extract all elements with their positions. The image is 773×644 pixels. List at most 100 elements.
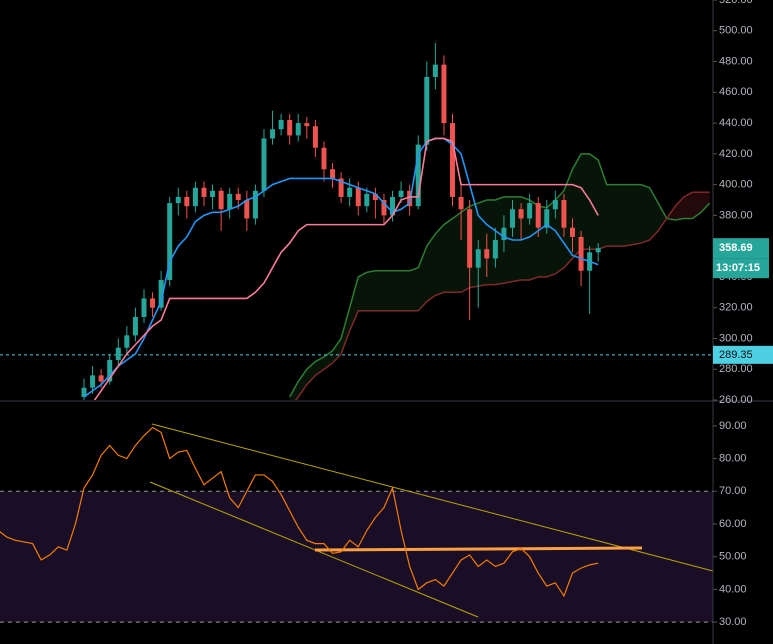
cloud-fill [323, 350, 333, 370]
candle-body [492, 240, 498, 259]
candle-body [201, 187, 207, 197]
y-tick-label: 400.00 [719, 179, 753, 191]
rsi-line [0, 426, 599, 598]
countdown-label: 13:07:15 [716, 262, 760, 274]
candle-body [561, 200, 567, 228]
candle-body [287, 120, 293, 136]
base-line [93, 137, 599, 400]
candle-body [107, 360, 113, 382]
y-tick-label: 420.00 [719, 148, 753, 160]
cloud-fill [366, 270, 376, 311]
cloud-fill [581, 153, 590, 250]
candle-body [415, 144, 421, 207]
y-tick-label: 520.00 [719, 0, 753, 6]
y-tick-label: 80.00 [719, 452, 747, 464]
cloud-fill [615, 184, 624, 247]
cloud-fill [418, 246, 427, 311]
y-tick-label: 480.00 [719, 55, 753, 67]
candle-body [432, 64, 438, 77]
candle-body [501, 227, 507, 240]
y-tick-label: 50.00 [719, 551, 747, 563]
candle-body [398, 190, 404, 197]
cloud-fill [623, 184, 633, 247]
y-tick-label: 380.00 [719, 209, 753, 221]
candle-body [330, 169, 336, 179]
cloud-fill [332, 338, 342, 364]
last-price-label: 358.69 [719, 242, 753, 254]
candle-body [210, 190, 216, 197]
candle-body [527, 203, 533, 219]
cloud-fill [563, 169, 573, 268]
y-tick-label: 40.00 [719, 583, 747, 595]
candle-body [544, 209, 550, 228]
cloud-fill [606, 184, 616, 247]
cloud-fill [486, 200, 496, 285]
price-axis: 260.00280.00300.00320.00340.00360.00380.… [713, 0, 773, 628]
y-tick-label: 30.00 [719, 616, 747, 628]
candle-body [90, 375, 96, 388]
y-tick-label: 260.00 [719, 394, 753, 406]
candle-body [184, 196, 190, 207]
cloud-fill [495, 196, 504, 285]
candle-body [175, 196, 181, 204]
cloud-fill [598, 160, 607, 250]
rsi-pane [0, 423, 713, 623]
cloud-fill [392, 270, 402, 311]
candle-body [81, 387, 87, 397]
candle-body [312, 126, 318, 148]
cloud-fill [589, 153, 599, 250]
candle-body [338, 178, 344, 197]
cloud-fill [409, 267, 419, 311]
candle-body [235, 193, 241, 200]
price-pane [0, 43, 713, 400]
candle-body [595, 248, 601, 253]
y-tick-label: 280.00 [719, 363, 753, 375]
candle-body [192, 187, 198, 207]
cloud-fill [341, 307, 350, 354]
candle-body [244, 200, 250, 219]
cloud-fill [358, 272, 367, 311]
y-tick-label: 500.00 [719, 25, 753, 37]
candle-body [218, 190, 224, 210]
leading-span-a [289, 153, 711, 398]
cloud-fill [641, 184, 650, 244]
candle-body [475, 249, 481, 268]
candle-body [518, 209, 524, 219]
cloud-fill [478, 200, 487, 287]
cloud-fill [383, 270, 393, 311]
candle-body [552, 200, 558, 210]
candle-body [278, 120, 284, 130]
last-price-box [713, 238, 769, 259]
candle-body [347, 187, 353, 197]
candle-body [390, 196, 396, 216]
candle-body [252, 190, 258, 219]
candle-body [569, 227, 575, 237]
candle-body [450, 123, 456, 197]
cloud-fill [692, 192, 702, 219]
support-line [314, 546, 643, 552]
candle-body [355, 187, 361, 207]
cloud-fill [375, 270, 384, 311]
cloud-fill [306, 361, 316, 385]
candle-body [424, 76, 430, 145]
cloud-fill [701, 192, 710, 213]
cloud-fill [349, 276, 359, 331]
candle-body [98, 375, 104, 382]
candle-body [458, 196, 464, 210]
candle-body [381, 200, 387, 216]
cloud-fill [632, 184, 642, 245]
trend-line [149, 481, 479, 618]
candle-body [441, 64, 447, 124]
candle-body [467, 209, 473, 268]
y-tick-label: 70.00 [719, 485, 747, 497]
countdown-box [713, 258, 769, 279]
candle-body [484, 249, 490, 259]
candle-body [364, 193, 370, 207]
candle-body [304, 123, 310, 127]
cloud-fill [443, 218, 453, 293]
price-line-label: 289.35 [719, 349, 753, 361]
rsi-band [0, 491, 713, 623]
cloud-fill [658, 203, 667, 231]
